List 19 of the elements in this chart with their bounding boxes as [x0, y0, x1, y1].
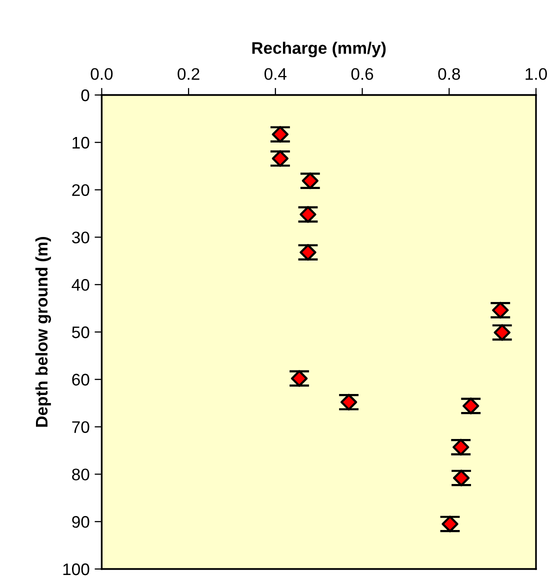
x-tick-label: 0.2: [178, 68, 200, 80]
y-tick-label: 0: [81, 89, 90, 102]
x-tick-label: 1.0: [526, 68, 547, 80]
y-tick-label: 70: [72, 421, 90, 434]
y-tick-label: 100: [63, 563, 90, 576]
y-tick-label: 80: [72, 468, 90, 480]
y-tick-label: 90: [72, 516, 90, 528]
x-tick-label: 0.4: [264, 68, 287, 80]
x-tick-label: 0.0: [90, 68, 113, 80]
x-tick-label: 0.8: [438, 68, 460, 80]
y-tick-label: 20: [72, 184, 90, 196]
y-tick-label: 10: [72, 136, 90, 149]
y-axis-title: Depth below ground (m): [35, 237, 51, 427]
x-axis-title: Recharge (mm/y): [252, 42, 386, 58]
y-tick-label: 40: [72, 279, 90, 291]
x-tick-label: 0.6: [351, 68, 374, 80]
y-tick-label: 60: [72, 374, 90, 386]
y-tick-label: 50: [72, 326, 90, 338]
y-tick-label: 30: [72, 232, 90, 244]
